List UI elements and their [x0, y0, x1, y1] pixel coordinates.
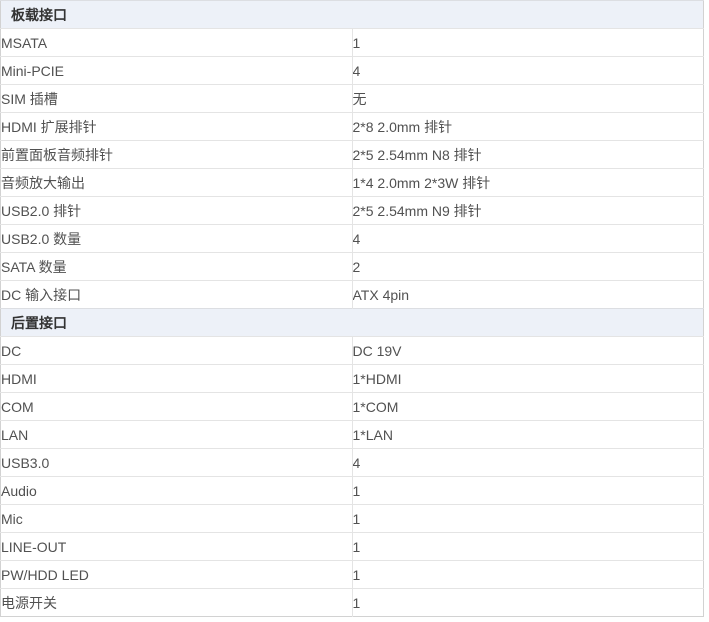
table-row: Mini-PCIE 4	[0, 56, 704, 85]
table-row: SATA 数量 2	[0, 252, 704, 281]
spec-value: 1	[352, 504, 704, 533]
spec-label: SIM 插槽	[0, 84, 353, 113]
section-header-row: 后置接口	[0, 308, 704, 337]
table-row: 音频放大输出 1*4 2.0mm 2*3W 排针	[0, 168, 704, 197]
spec-value: 1	[352, 28, 704, 57]
spec-label: COM	[0, 392, 353, 421]
table-row: MSATA 1	[0, 28, 704, 57]
section-title: 板载接口	[0, 0, 704, 29]
table-row: LAN 1*LAN	[0, 420, 704, 449]
spec-label: 音频放大输出	[0, 168, 353, 197]
spec-value: 4	[352, 224, 704, 253]
section-title: 后置接口	[0, 308, 704, 337]
spec-value: 1*4 2.0mm 2*3W 排针	[352, 168, 704, 197]
spec-value: 无	[352, 84, 704, 113]
spec-value: 1	[352, 588, 704, 617]
table-row: HDMI 扩展排针 2*8 2.0mm 排针	[0, 112, 704, 141]
spec-label: USB2.0 数量	[0, 224, 353, 253]
spec-value: 1*HDMI	[352, 364, 704, 393]
spec-label: HDMI 扩展排针	[0, 112, 353, 141]
spec-value: DC 19V	[352, 336, 704, 365]
spec-value: 2*5 2.54mm N8 排针	[352, 140, 704, 169]
table-row: PW/HDD LED 1	[0, 560, 704, 589]
table-row: USB3.0 4	[0, 448, 704, 477]
spec-label: USB3.0	[0, 448, 353, 477]
spec-value: 1	[352, 560, 704, 589]
spec-label: DC	[0, 336, 353, 365]
table-row: Mic 1	[0, 504, 704, 533]
spec-value: 1*LAN	[352, 420, 704, 449]
spec-label: Audio	[0, 476, 353, 505]
table-row: Audio 1	[0, 476, 704, 505]
table-row: USB2.0 数量 4	[0, 224, 704, 253]
spec-label: LINE-OUT	[0, 532, 353, 561]
table-row: COM 1*COM	[0, 392, 704, 421]
section-header-row: 板载接口	[0, 0, 704, 29]
spec-value: 2*8 2.0mm 排针	[352, 112, 704, 141]
spec-label: 电源开关	[0, 588, 353, 617]
spec-label: PW/HDD LED	[0, 560, 353, 589]
spec-label: LAN	[0, 420, 353, 449]
table-row: 电源开关 1	[0, 588, 704, 617]
spec-label: Mini-PCIE	[0, 56, 353, 85]
table-row: 前置面板音频排针 2*5 2.54mm N8 排针	[0, 140, 704, 169]
spec-label: 前置面板音频排针	[0, 140, 353, 169]
table-row: SIM 插槽 无	[0, 84, 704, 113]
spec-value: 2*5 2.54mm N9 排针	[352, 196, 704, 225]
spec-value: 4	[352, 56, 704, 85]
table-row: DC 输入接口 ATX 4pin	[0, 280, 704, 309]
spec-value: 1*COM	[352, 392, 704, 421]
spec-value: 1	[352, 476, 704, 505]
spec-label: HDMI	[0, 364, 353, 393]
spec-value: ATX 4pin	[352, 280, 704, 309]
table-row: LINE-OUT 1	[0, 532, 704, 561]
spec-label: DC 输入接口	[0, 280, 353, 309]
spec-label: SATA 数量	[0, 252, 353, 281]
spec-value: 1	[352, 532, 704, 561]
spec-label: Mic	[0, 504, 353, 533]
spec-value: 4	[352, 448, 704, 477]
spec-value: 2	[352, 252, 704, 281]
spec-label: USB2.0 排针	[0, 196, 353, 225]
table-row: DC DC 19V	[0, 336, 704, 365]
spec-label: MSATA	[0, 28, 353, 57]
table-row: USB2.0 排针 2*5 2.54mm N9 排针	[0, 196, 704, 225]
table-row: HDMI 1*HDMI	[0, 364, 704, 393]
